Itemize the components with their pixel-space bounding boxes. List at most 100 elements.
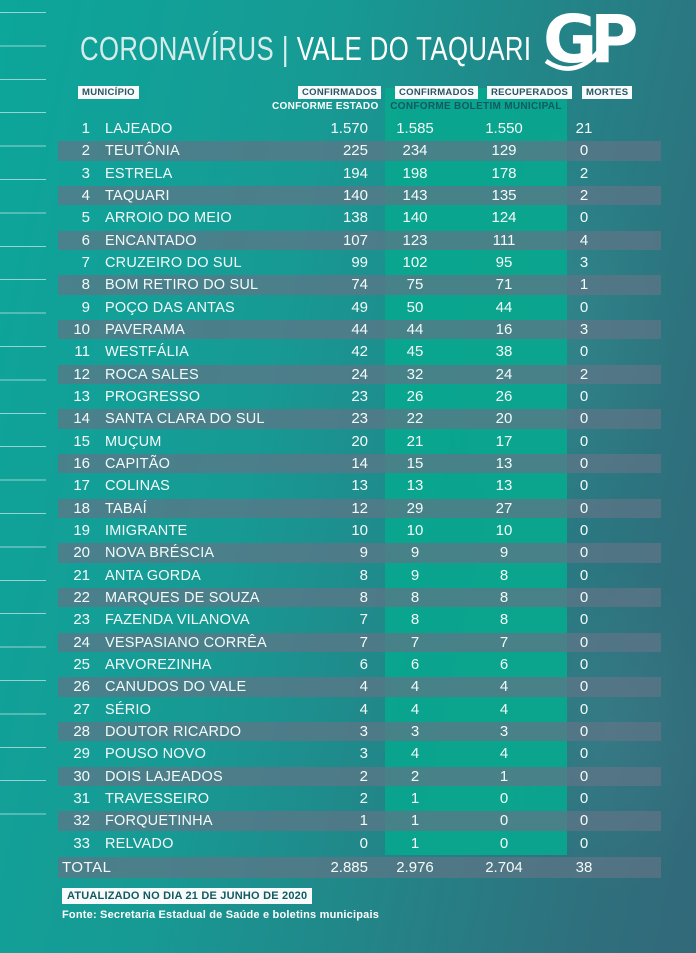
municipality-cell: DOIS LAJEADOS — [105, 768, 223, 785]
table-row: 26 CANUDOS DO VALE 4 4 4 0 — [0, 676, 696, 698]
table-row: 30 DOIS LAJEADOS 2 2 1 0 — [0, 766, 696, 788]
rank-cell: 22 — [73, 588, 90, 606]
rank-cell: 6 — [81, 231, 90, 249]
recovered-cell: 8 — [499, 588, 509, 606]
title-separator: | — [281, 30, 289, 67]
confirmed-municipal-cell: 44 — [406, 320, 424, 338]
page-title: CORONAVÍRUS | VALE DO TAQUARI — [80, 30, 531, 68]
rank-cell: 13 — [73, 387, 90, 405]
municipality-cell: ANTA GORDA — [105, 567, 201, 584]
confirmed-municipal-cell: 50 — [406, 298, 424, 316]
total-recovered: 2.704 — [485, 859, 523, 876]
confirmed-state-cell: 194 — [342, 164, 368, 182]
municipality-cell: TAQUARI — [105, 187, 170, 204]
confirmed-municipal-cell: 143 — [402, 186, 428, 204]
municipality-cell: COLINAS — [105, 478, 171, 495]
total-label: TOTAL — [62, 859, 112, 876]
confirmed-state-cell: 2 — [359, 789, 368, 807]
rank-cell: 29 — [73, 745, 90, 763]
table-row: 29 POUSO NOVO 3 4 4 0 — [0, 743, 696, 765]
municipality-cell: VESPASIANO CORRÊA — [105, 634, 267, 651]
recovered-cell: 8 — [499, 611, 509, 629]
confirmed-state-cell: 3 — [359, 745, 368, 763]
recovered-cell: 4 — [499, 700, 509, 718]
confirmed-municipal-cell: 198 — [402, 164, 428, 182]
municipality-cell: FORQUETINHA — [105, 813, 213, 830]
rank-cell: 28 — [73, 722, 90, 740]
deaths-cell: 0 — [579, 298, 589, 316]
confirmed-state-cell: 8 — [359, 566, 368, 584]
recovered-cell: 38 — [495, 343, 513, 361]
municipality-cell: CAPITÃO — [105, 455, 171, 472]
municipality-cell: RELVADO — [105, 835, 174, 852]
recovered-cell: 1 — [499, 767, 509, 785]
deaths-cell: 0 — [579, 142, 589, 160]
recovered-cell: 44 — [495, 298, 513, 316]
municipality-cell: PAVERAMA — [105, 321, 186, 338]
confirmed-municipal-cell: 2 — [410, 767, 420, 785]
confirmed-municipal-cell: 6 — [410, 655, 420, 673]
municipality-cell: TEUTÔNIA — [105, 143, 180, 160]
confirmed-municipal-cell: 4 — [410, 678, 420, 696]
rank-cell: 23 — [73, 611, 90, 629]
rank-cell: 1 — [81, 120, 90, 137]
confirmed-state-cell: 1 — [359, 812, 368, 830]
confirmed-municipal-cell: 13 — [406, 477, 424, 495]
municipality-cell: LAJEADO — [105, 121, 173, 137]
table-row: 5 ARROIO DO MEIO 138 140 124 0 — [0, 207, 696, 229]
subheader-conforme-boletim: CONFORME BOLETIM MUNICIPAL — [390, 101, 562, 112]
rank-cell: 33 — [73, 834, 90, 852]
deaths-cell: 0 — [579, 767, 589, 785]
confirmed-state-cell: 8 — [359, 588, 368, 606]
rank-cell: 12 — [73, 365, 90, 383]
confirmed-municipal-cell: 10 — [406, 521, 424, 539]
deaths-cell: 0 — [579, 655, 589, 673]
table-row: 27 SÉRIO 4 4 4 0 — [0, 699, 696, 721]
rank-cell: 2 — [81, 142, 90, 160]
confirmed-municipal-cell: 102 — [402, 253, 428, 271]
table-row: 8 BOM RETIRO DO SUL 74 75 71 1 — [0, 274, 696, 296]
recovered-cell: 16 — [495, 320, 513, 338]
recovered-cell: 0 — [499, 834, 509, 852]
confirmed-municipal-cell: 15 — [406, 454, 424, 472]
recovered-cell: 27 — [495, 499, 513, 517]
title-coronavirus: CORONAVÍRUS — [80, 30, 275, 67]
rank-cell: 5 — [81, 209, 90, 227]
confirmed-state-cell: 44 — [351, 320, 368, 338]
deaths-cell: 0 — [579, 521, 589, 539]
rank-cell: 4 — [81, 186, 90, 204]
deaths-cell: 0 — [579, 633, 589, 651]
recovered-cell: 0 — [499, 812, 509, 830]
confirmed-municipal-cell: 45 — [406, 343, 424, 361]
column-header-confirmados-estado: CONFIRMADOS — [298, 86, 382, 99]
deaths-cell: 2 — [579, 164, 589, 182]
deaths-cell: 0 — [579, 611, 589, 629]
deaths-cell: 0 — [579, 343, 589, 361]
confirmed-state-cell: 12 — [351, 499, 368, 517]
confirmed-municipal-cell: 26 — [406, 387, 424, 405]
table-row: 9 POÇO DAS ANTAS 49 50 44 0 — [0, 297, 696, 319]
confirmed-state-cell: 0 — [359, 834, 368, 852]
deaths-cell: 3 — [579, 253, 589, 271]
column-header-municipio: MUNICÍPIO — [78, 86, 139, 99]
rank-cell: 3 — [81, 164, 90, 182]
municipality-cell: ARROIO DO MEIO — [105, 210, 232, 227]
confirmed-state-cell: 10 — [351, 521, 368, 539]
municipality-cell: PROGRESSO — [105, 388, 201, 405]
recovered-cell: 17 — [495, 432, 513, 450]
confirmed-municipal-cell: 1 — [410, 789, 420, 807]
confirmed-municipal-cell: 140 — [402, 209, 428, 227]
deaths-cell: 0 — [579, 722, 589, 740]
rank-cell: 9 — [81, 298, 90, 316]
recovered-cell: 6 — [499, 655, 509, 673]
rank-cell: 26 — [73, 678, 90, 696]
table-row: 21 ANTA GORDA 8 9 8 0 — [0, 565, 696, 587]
confirmed-state-cell: 6 — [359, 655, 368, 673]
confirmed-municipal-cell: 1.585 — [396, 120, 434, 137]
table-row: 4 TAQUARI 140 143 135 2 — [0, 185, 696, 207]
confirmed-municipal-cell: 123 — [402, 231, 428, 249]
deaths-cell: 0 — [579, 477, 589, 495]
rank-cell: 20 — [73, 544, 90, 562]
deaths-cell: 2 — [579, 365, 589, 383]
confirmed-municipal-cell: 234 — [402, 142, 428, 160]
